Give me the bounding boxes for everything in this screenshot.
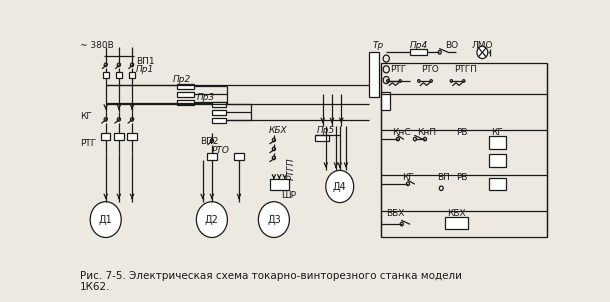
Circle shape xyxy=(196,202,228,237)
Bar xyxy=(489,137,506,149)
Circle shape xyxy=(259,202,289,237)
Text: РВ: РВ xyxy=(456,173,467,182)
Bar xyxy=(129,72,135,78)
Text: КнС: КнС xyxy=(392,128,411,137)
Text: КГ: КГ xyxy=(402,173,414,182)
Circle shape xyxy=(272,156,276,160)
Circle shape xyxy=(326,170,354,203)
Bar xyxy=(177,100,194,105)
Circle shape xyxy=(383,76,389,84)
Circle shape xyxy=(272,147,276,151)
Text: ШР: ШР xyxy=(282,191,296,200)
Bar xyxy=(369,52,378,97)
Text: ВБХ: ВБХ xyxy=(386,209,404,218)
Bar xyxy=(381,92,390,110)
Text: ~ 380В: ~ 380В xyxy=(80,41,114,50)
Circle shape xyxy=(117,118,120,121)
Bar xyxy=(177,92,194,97)
Circle shape xyxy=(387,80,389,82)
Text: РВ: РВ xyxy=(456,128,467,137)
Bar xyxy=(234,153,243,160)
Circle shape xyxy=(414,137,417,141)
Text: КБХ: КБХ xyxy=(447,209,465,218)
Text: РТГП: РТГП xyxy=(287,157,296,180)
Bar xyxy=(127,133,137,140)
Bar xyxy=(489,178,506,190)
Circle shape xyxy=(210,139,214,143)
Circle shape xyxy=(90,202,121,237)
Text: Пр2: Пр2 xyxy=(173,75,192,84)
Circle shape xyxy=(430,80,432,82)
Text: Рис. 7-5. Электрическая схема токарно-винторезного станка модели: Рис. 7-5. Электрическая схема токарно-ви… xyxy=(80,271,462,281)
Text: РТГ: РТГ xyxy=(80,139,96,148)
Text: 1К62.: 1К62. xyxy=(80,282,110,292)
Bar xyxy=(381,63,547,237)
Circle shape xyxy=(383,66,389,73)
Text: Пр5: Пр5 xyxy=(317,126,335,135)
Bar xyxy=(114,133,123,140)
Text: ВП1: ВП1 xyxy=(136,57,154,66)
Bar xyxy=(212,118,226,123)
Circle shape xyxy=(399,80,401,82)
Bar xyxy=(101,133,110,140)
Circle shape xyxy=(477,46,488,59)
Circle shape xyxy=(418,80,420,82)
Circle shape xyxy=(438,50,441,54)
Circle shape xyxy=(450,80,453,82)
Text: Д1: Д1 xyxy=(99,215,113,225)
Text: ВП2: ВП2 xyxy=(200,137,219,146)
Circle shape xyxy=(104,118,107,121)
Text: ВП: ВП xyxy=(437,173,450,182)
Bar xyxy=(102,72,109,78)
Circle shape xyxy=(400,222,403,226)
Bar xyxy=(489,154,506,167)
Text: Д3: Д3 xyxy=(267,215,281,225)
Text: КГ: КГ xyxy=(491,128,503,137)
Circle shape xyxy=(272,138,276,142)
Bar xyxy=(177,84,194,89)
Circle shape xyxy=(396,137,400,141)
Bar xyxy=(212,101,226,107)
Text: Пр4: Пр4 xyxy=(409,41,428,50)
Text: КБХ: КБХ xyxy=(268,126,287,135)
Text: Тр: Тр xyxy=(373,41,384,50)
Circle shape xyxy=(104,63,107,67)
Text: Д2: Д2 xyxy=(205,215,219,225)
Text: Д4: Д4 xyxy=(333,182,346,191)
Text: КнП: КнП xyxy=(417,128,436,137)
Circle shape xyxy=(406,182,409,186)
Bar xyxy=(315,135,329,141)
Text: РТГ: РТГ xyxy=(390,65,406,74)
Circle shape xyxy=(462,80,465,82)
Circle shape xyxy=(131,118,134,121)
Bar xyxy=(207,153,217,160)
Text: Пр1: Пр1 xyxy=(136,65,154,74)
Circle shape xyxy=(131,63,134,67)
Bar xyxy=(409,49,426,55)
Text: ВО: ВО xyxy=(445,41,458,50)
Text: КГ: КГ xyxy=(80,112,92,121)
Text: РТГП: РТГП xyxy=(454,65,476,74)
Circle shape xyxy=(117,63,120,67)
Text: Пр3: Пр3 xyxy=(196,92,215,101)
Circle shape xyxy=(423,137,426,141)
Bar xyxy=(270,179,289,190)
Text: РТО: РТО xyxy=(421,65,439,74)
Bar xyxy=(116,72,122,78)
Circle shape xyxy=(439,186,443,191)
Text: ЛМО: ЛМО xyxy=(472,41,493,50)
Bar xyxy=(445,217,468,230)
Text: РТО: РТО xyxy=(212,146,230,155)
Bar xyxy=(212,110,226,115)
Circle shape xyxy=(383,55,389,62)
